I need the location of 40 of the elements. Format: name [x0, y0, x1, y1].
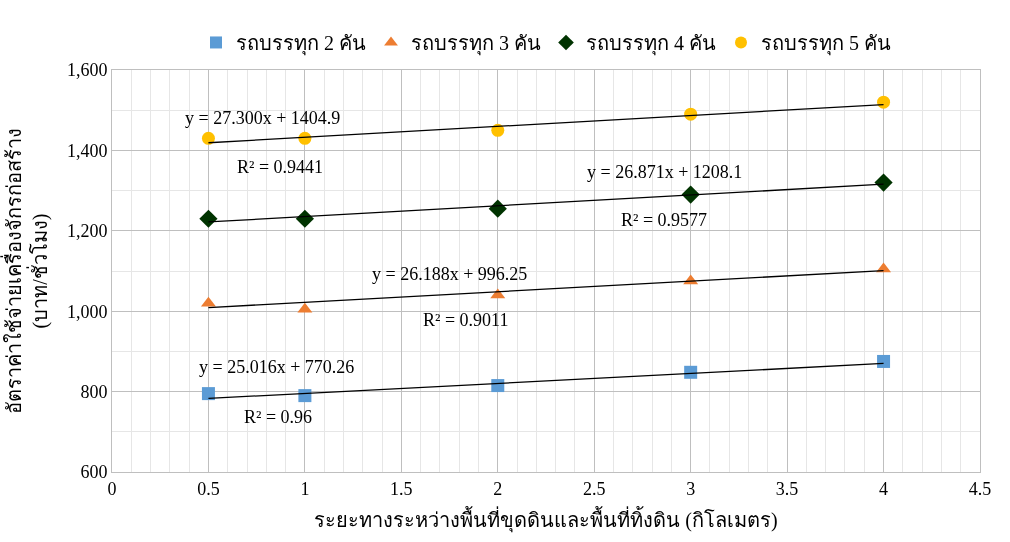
x-tick-label: 1.5: [390, 478, 413, 499]
annotation: y = 27.300x + 1404.9: [185, 108, 341, 128]
x-tick-label: 4.5: [968, 478, 992, 499]
y-tick-label: 600: [80, 462, 108, 483]
legend-label: รถบรรทุก 2 คัน: [236, 32, 366, 57]
point: [491, 123, 505, 137]
x-tick-label: 0.5: [197, 478, 220, 499]
annotation: R² = 0.9441: [237, 157, 324, 177]
annotation: R² = 0.9577: [621, 210, 708, 230]
x-tick-label: 3: [686, 478, 696, 499]
x-tick-label: 1: [300, 478, 310, 499]
point: [298, 389, 312, 403]
x-tick-label: 2: [493, 478, 503, 499]
legend-label: รถบรรทุก 4 คัน: [586, 32, 716, 57]
y-tick-label: 1,000: [66, 301, 108, 322]
point: [877, 95, 891, 109]
x-axis-title: ระยะทางระหว่างพื้นที่ขุดดินและพื้นที่ทิ้งดิน (กิโลเมตร): [314, 506, 778, 534]
point: [201, 387, 215, 401]
y-axis-title: อัตราค่าใช้จ่ายเครื่องจักรก่อสร้าง (บาท/ชั่วโมง): [0, 128, 52, 414]
point: [877, 354, 891, 368]
x-tick-label: 3.5: [775, 478, 799, 499]
y-tick-label: 1,200: [66, 221, 108, 242]
annotation: y = 26.871x + 1208.1: [587, 162, 743, 182]
annotation: R² = 0.96: [244, 407, 313, 427]
annotation: R² = 0.9011: [423, 310, 509, 330]
x-tick-label: 0: [107, 478, 117, 499]
x-tick-label: 2.5: [582, 478, 606, 499]
legend-label: รถบรรทุก 3 คัน: [411, 32, 541, 57]
y-tick-label: 1,600: [66, 60, 108, 81]
annotation: y = 26.188x + 996.25: [372, 264, 528, 284]
legend-label: รถบรรทุก 5 คัน: [761, 32, 891, 57]
y-tick-label: 800: [80, 381, 108, 402]
y-tick-label: 1,400: [66, 140, 108, 161]
point: [684, 365, 698, 379]
point: [874, 173, 893, 192]
point: [201, 131, 215, 145]
annotation: y = 25.016x + 770.26: [199, 357, 355, 377]
point: [491, 379, 505, 393]
x-tick-label: 4: [879, 478, 889, 499]
point: [199, 209, 218, 228]
